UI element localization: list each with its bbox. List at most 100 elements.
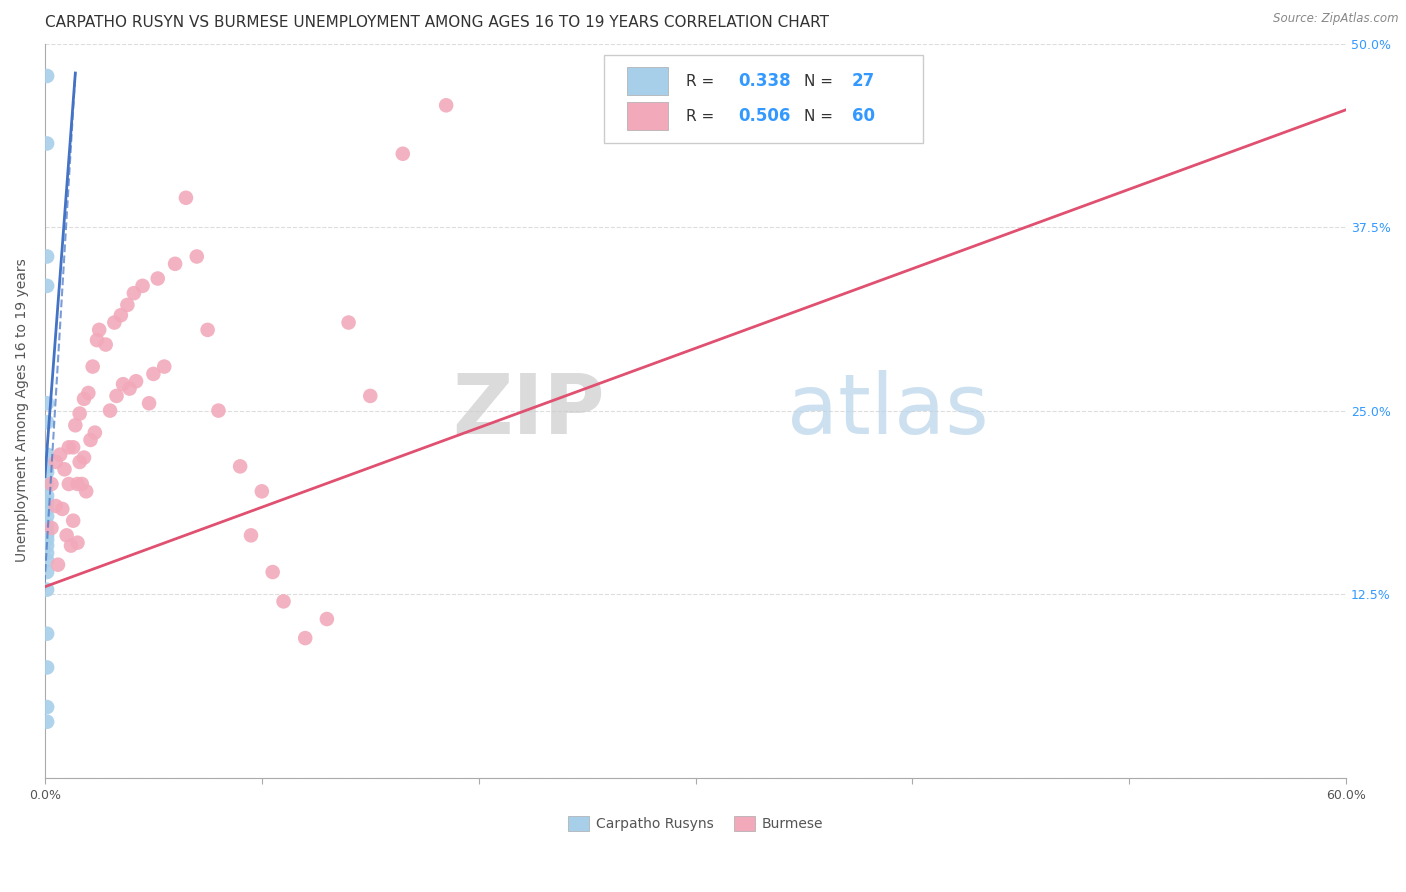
Point <box>37 533 59 547</box>
Point <box>70 477 93 491</box>
Y-axis label: Unemployment Among Ages 16 to 19 years: Unemployment Among Ages 16 to 19 years <box>15 259 30 563</box>
Point <box>58 477 80 491</box>
Text: Source: ZipAtlas.com: Source: ZipAtlas.com <box>1274 12 1399 25</box>
Point <box>37 565 59 579</box>
Text: ZIP: ZIP <box>451 370 605 451</box>
Point <box>37 477 59 491</box>
Point <box>37 509 59 524</box>
Point <box>37 136 59 151</box>
Point <box>138 396 160 410</box>
Point <box>142 367 165 381</box>
Point <box>75 484 97 499</box>
Point <box>94 337 117 351</box>
Point <box>37 518 59 533</box>
Point <box>37 489 59 503</box>
Point <box>66 477 89 491</box>
Point <box>146 271 169 285</box>
Point <box>37 465 59 479</box>
Point <box>41 477 63 491</box>
Point <box>118 382 141 396</box>
Point <box>197 323 219 337</box>
Point <box>37 660 59 674</box>
Point <box>240 528 263 542</box>
Point <box>207 403 229 417</box>
Point <box>59 539 82 553</box>
Text: 0.338: 0.338 <box>738 72 792 90</box>
Point <box>122 286 145 301</box>
Point <box>62 514 84 528</box>
Point <box>337 316 360 330</box>
Text: N =: N = <box>804 109 838 124</box>
Text: CARPATHO RUSYN VS BURMESE UNEMPLOYMENT AMONG AGES 16 TO 19 YEARS CORRELATION CHA: CARPATHO RUSYN VS BURMESE UNEMPLOYMENT A… <box>45 15 830 30</box>
Point <box>58 440 80 454</box>
Point <box>46 558 69 572</box>
Point <box>79 433 101 447</box>
Text: R =: R = <box>686 109 720 124</box>
Point <box>45 499 67 513</box>
Point <box>37 69 59 83</box>
Point <box>89 323 111 337</box>
FancyBboxPatch shape <box>627 103 668 130</box>
Point <box>49 448 72 462</box>
Point <box>186 250 208 264</box>
Legend: Carpatho Rusyns, Burmese: Carpatho Rusyns, Burmese <box>562 811 830 837</box>
Point <box>77 386 100 401</box>
Point <box>112 377 135 392</box>
Point <box>98 403 121 417</box>
Point <box>73 450 96 465</box>
Point <box>250 484 273 499</box>
Point <box>37 553 59 567</box>
Point <box>37 250 59 264</box>
Point <box>69 407 91 421</box>
Point <box>153 359 176 374</box>
Point <box>82 359 104 374</box>
Point <box>62 440 84 454</box>
Point <box>37 396 59 410</box>
Text: N =: N = <box>804 74 838 88</box>
Point <box>125 374 148 388</box>
Point <box>105 389 128 403</box>
Point <box>55 528 77 542</box>
Text: 27: 27 <box>852 72 875 90</box>
Point <box>83 425 105 440</box>
Point <box>434 98 457 112</box>
FancyBboxPatch shape <box>627 67 668 95</box>
Point <box>229 459 252 474</box>
FancyBboxPatch shape <box>605 54 924 143</box>
Point <box>73 392 96 406</box>
Point <box>37 546 59 560</box>
Point <box>117 298 139 312</box>
Point <box>37 448 59 462</box>
Point <box>165 257 187 271</box>
Point <box>110 308 132 322</box>
Point <box>66 535 89 549</box>
Point <box>51 502 73 516</box>
Text: 0.506: 0.506 <box>738 107 790 125</box>
Text: R =: R = <box>686 74 720 88</box>
Point <box>131 278 153 293</box>
Point <box>37 278 59 293</box>
Point <box>65 418 87 433</box>
Point <box>262 565 284 579</box>
Point <box>174 191 197 205</box>
Point <box>37 626 59 640</box>
Point <box>315 612 337 626</box>
Point <box>37 528 59 542</box>
Point <box>359 389 381 403</box>
Point <box>37 415 59 429</box>
Point <box>391 146 413 161</box>
Point <box>69 455 91 469</box>
Point <box>86 333 108 347</box>
Point <box>37 524 59 538</box>
Text: 60: 60 <box>852 107 875 125</box>
Point <box>37 714 59 729</box>
Point <box>45 455 67 469</box>
Point <box>37 502 59 516</box>
Point <box>103 316 125 330</box>
Point <box>53 462 76 476</box>
Point <box>37 539 59 553</box>
Point <box>37 700 59 714</box>
Point <box>37 459 59 474</box>
Text: atlas: atlas <box>786 370 988 451</box>
Point <box>273 594 295 608</box>
